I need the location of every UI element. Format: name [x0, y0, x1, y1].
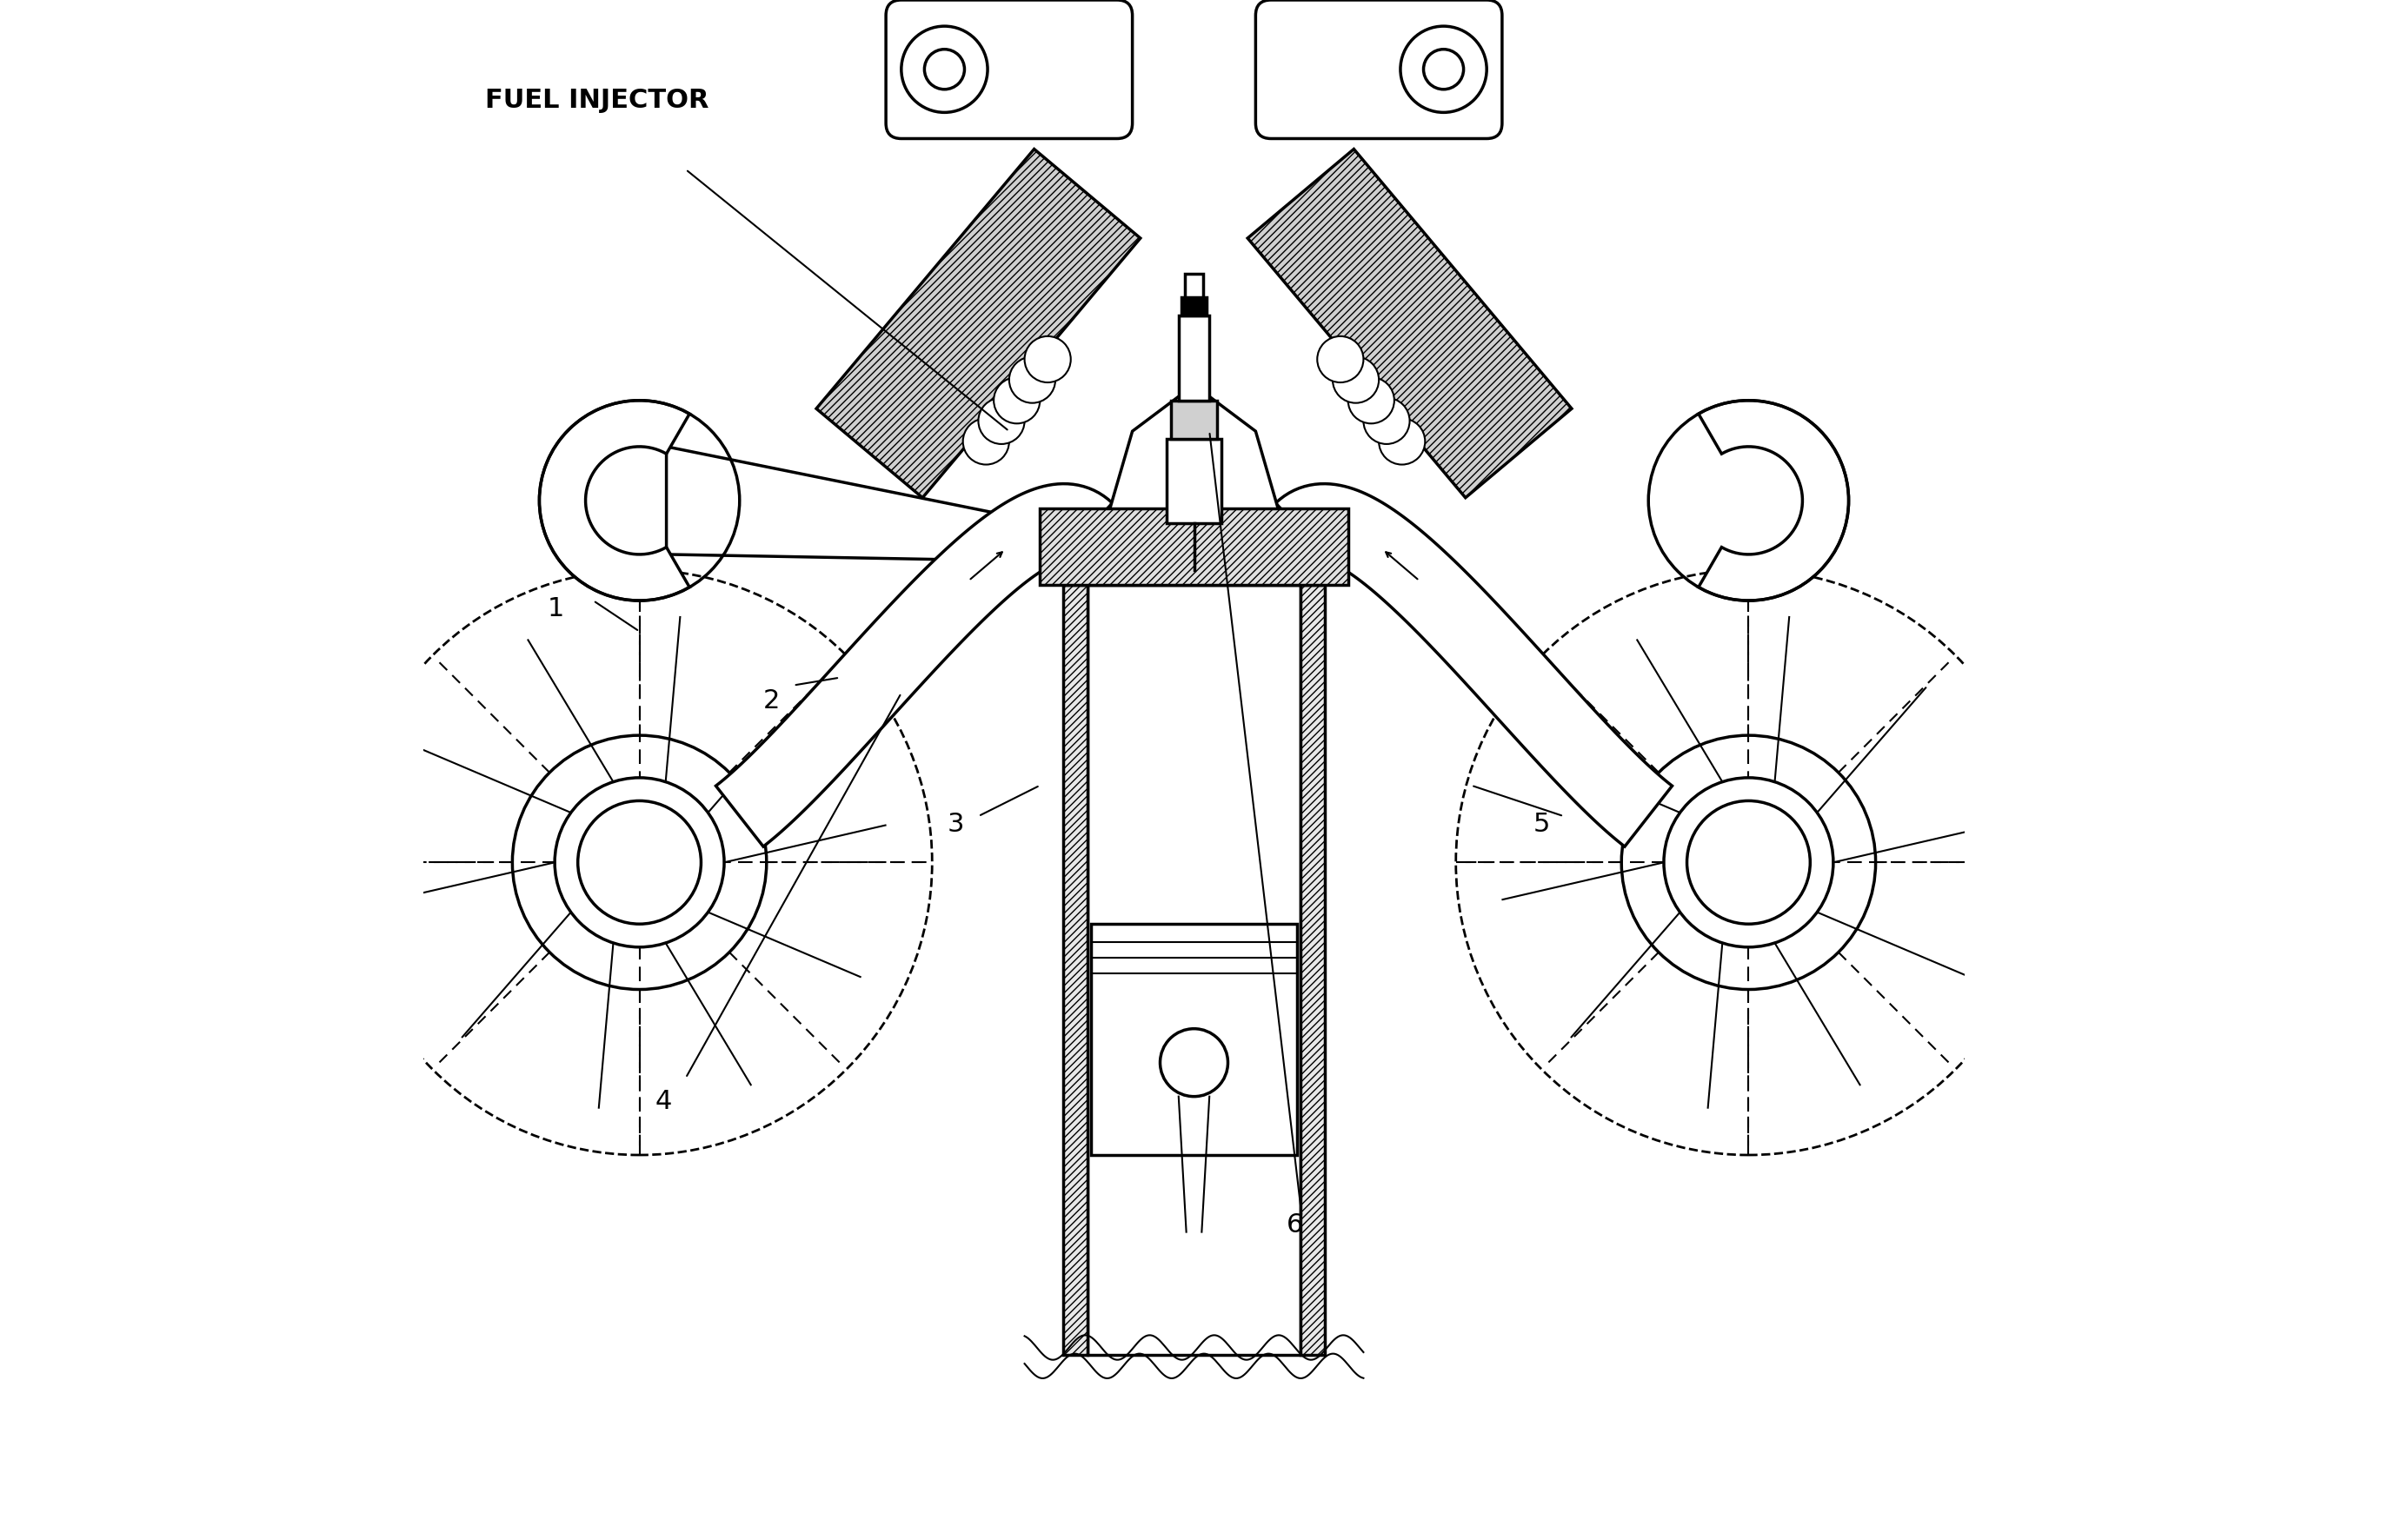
Circle shape: [1318, 336, 1364, 382]
Bar: [1087, 585, 1301, 1355]
Circle shape: [554, 778, 724, 947]
Text: 1: 1: [547, 596, 564, 621]
Bar: [1247, 149, 1571, 497]
Circle shape: [993, 377, 1039, 424]
Circle shape: [924, 49, 965, 89]
Circle shape: [1024, 336, 1070, 382]
Circle shape: [962, 419, 1010, 465]
Bar: [1170, 400, 1218, 439]
FancyBboxPatch shape: [1256, 0, 1502, 139]
Text: 5: 5: [1533, 812, 1550, 836]
Bar: [1184, 274, 1204, 297]
Bar: [817, 149, 1141, 497]
Text: 4: 4: [654, 1089, 671, 1113]
Bar: [1182, 297, 1206, 316]
Bar: [1165, 439, 1223, 524]
Circle shape: [1457, 570, 2042, 1155]
Circle shape: [1010, 357, 1055, 403]
Circle shape: [1664, 778, 1834, 947]
Bar: [1063, 585, 1087, 1355]
Circle shape: [1686, 801, 1810, 924]
Circle shape: [1161, 1029, 1227, 1096]
Bar: [1301, 585, 1325, 1355]
FancyBboxPatch shape: [886, 0, 1132, 139]
Circle shape: [979, 397, 1024, 444]
Circle shape: [1378, 419, 1426, 465]
Polygon shape: [1698, 400, 1848, 601]
Bar: [1180, 316, 1208, 400]
Text: 6: 6: [1287, 1212, 1304, 1237]
Circle shape: [1349, 377, 1395, 424]
Circle shape: [1423, 49, 1464, 89]
Circle shape: [346, 570, 931, 1155]
Text: 3: 3: [948, 812, 965, 836]
Bar: [1039, 508, 1349, 585]
Polygon shape: [540, 400, 690, 601]
Text: 2: 2: [762, 688, 778, 713]
Circle shape: [1399, 26, 1488, 112]
Circle shape: [578, 801, 702, 924]
Text: FUEL INJECTOR: FUEL INJECTOR: [485, 88, 709, 112]
Polygon shape: [1087, 385, 1301, 585]
Polygon shape: [666, 447, 1087, 562]
Bar: [1091, 924, 1297, 1155]
Polygon shape: [716, 484, 1113, 847]
Circle shape: [1333, 357, 1378, 403]
Circle shape: [900, 26, 989, 112]
Polygon shape: [1275, 484, 1672, 847]
Circle shape: [1364, 397, 1409, 444]
